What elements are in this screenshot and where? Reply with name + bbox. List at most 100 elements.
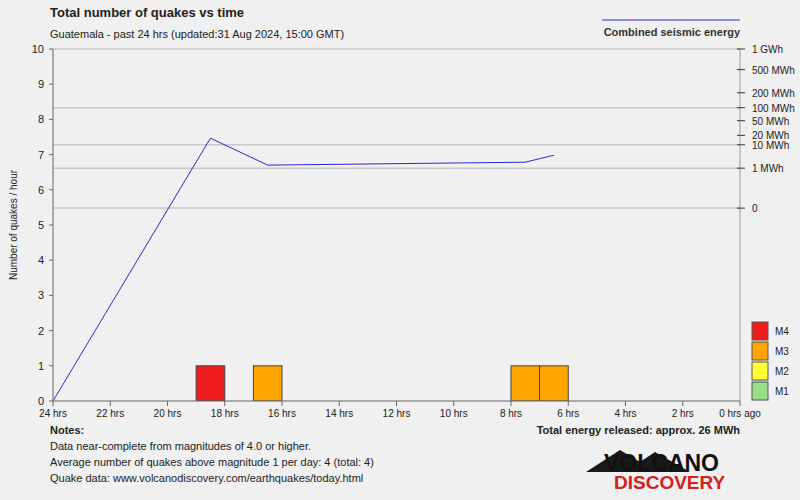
y2-tick (737, 107, 745, 108)
plot-area (53, 138, 568, 401)
note: Quake data: www.volcanodiscovery.com/ear… (50, 472, 363, 484)
y2-tick-label: 1 MWh (752, 163, 784, 174)
y2-tick (737, 144, 745, 145)
legend-line (602, 20, 740, 21)
y2-tick (737, 135, 745, 136)
logo: VOLCANODISCOVERY (586, 450, 726, 493)
x-tick-label: 24 hrs (39, 408, 67, 419)
bar (511, 365, 540, 366)
x-tick (339, 401, 340, 406)
legend-label: M3 (775, 346, 789, 357)
x-tick (568, 401, 569, 406)
y2-tick-label: 50 MWh (752, 116, 789, 127)
y-tick-label: 5 (38, 219, 44, 231)
y2-tick (737, 168, 745, 169)
bar (511, 366, 540, 401)
y2-tick (737, 49, 745, 50)
chart: Total number of quakes vs time Guatemala … (0, 0, 800, 500)
grid-line (53, 167, 740, 169)
x-tick (167, 401, 168, 406)
y2-tick (737, 69, 745, 70)
note: Notes: (50, 424, 84, 436)
y-tick (49, 189, 53, 190)
annotation: Total energy released: approx. 26 MWh (537, 424, 741, 436)
y-tick (49, 84, 53, 85)
legend-swatch (752, 382, 768, 400)
y-tick-label: 1 (38, 360, 44, 372)
legend-label: M2 (775, 366, 789, 377)
subtitle: Guatemala - past 24 hrs (updated:31 Aug … (50, 28, 344, 40)
y-tick-label: 10 (32, 43, 44, 55)
energy-line (53, 138, 554, 401)
legend-label: M1 (775, 386, 789, 397)
y-tick (49, 260, 53, 261)
legend-swatch (752, 342, 768, 360)
x-tick (453, 401, 454, 406)
axes: 0 1 2 3 4 5 6 7 8 9 10 24 hrs 22 hrs 20 hrs 18 hrs 16 h… (32, 43, 795, 419)
grid-line (53, 48, 740, 50)
y-tick (49, 49, 53, 50)
legend-label: M4 (775, 326, 789, 337)
y-tick-label: 6 (38, 184, 44, 196)
x-tick (625, 401, 626, 406)
y-tick-label: 2 (38, 325, 44, 337)
x-tick-label: 0 hrs ago (719, 408, 761, 419)
x-tick-label: 22 hrs (96, 408, 124, 419)
x-tick-label: 18 hrs (211, 408, 239, 419)
note: Average number of quakes above magnitude… (50, 456, 374, 468)
y2-axis (740, 49, 741, 401)
bar (540, 365, 569, 366)
bar (196, 366, 225, 401)
x-tick (682, 401, 683, 406)
y2-tick-label: 10 MWh (752, 140, 789, 151)
x-tick-label: 4 hrs (614, 408, 636, 419)
y-tick (49, 119, 53, 120)
y-tick (49, 295, 53, 296)
x-tick (740, 401, 741, 406)
legend-label: Combined seismic energy (604, 26, 741, 38)
y2-tick (737, 92, 745, 93)
y-tick (49, 225, 53, 226)
bar (540, 366, 569, 401)
x-tick-label: 6 hrs (557, 408, 579, 419)
y-tick (49, 330, 53, 331)
grid-line (53, 207, 740, 209)
y-tick-label: 9 (38, 78, 44, 90)
x-tick (224, 401, 225, 406)
grid-line (53, 144, 740, 146)
y2-tick-label: 1 GWh (752, 44, 783, 55)
x-tick (396, 401, 397, 406)
note: Data near-complete from magnitudes of 4.… (50, 440, 311, 452)
y2-tick-label: 500 MWh (752, 65, 795, 76)
x-tick (511, 401, 512, 406)
x-tick-label: 10 hrs (440, 408, 468, 419)
y2-tick (737, 120, 745, 121)
logo-text: DISCOVERY (614, 472, 726, 493)
x-tick (282, 401, 283, 406)
y-tick-label: 0 (38, 395, 44, 407)
x-tick-label: 16 hrs (268, 408, 296, 419)
title: Total number of quakes vs time (50, 5, 244, 20)
y2-tick (737, 208, 745, 209)
y2-tick-label: 100 MWh (752, 103, 795, 114)
y-tick-label: 8 (38, 113, 44, 125)
x-tick (110, 401, 111, 406)
y-tick-label: 3 (38, 289, 44, 301)
y-label: Number of quakes / hour (8, 169, 19, 280)
legend-swatch (752, 322, 768, 340)
y2-tick-label: 0 (752, 203, 758, 214)
y2-tick-label: 200 MWh (752, 88, 795, 99)
y-tick-label: 4 (38, 254, 44, 266)
x-tick-label: 8 hrs (500, 408, 522, 419)
x-tick-label: 20 hrs (154, 408, 182, 419)
x-tick-label: 2 hrs (672, 408, 694, 419)
legend: M4 M3 M2 M1 Combined seismic energy (602, 20, 789, 400)
legend-swatch (752, 362, 768, 380)
grid-line (53, 107, 740, 109)
bar (253, 365, 282, 366)
y-tick (49, 365, 53, 366)
x-tick (53, 401, 54, 406)
x-tick-label: 12 hrs (383, 408, 411, 419)
grid (53, 49, 740, 208)
y-tick-label: 7 (38, 149, 44, 161)
